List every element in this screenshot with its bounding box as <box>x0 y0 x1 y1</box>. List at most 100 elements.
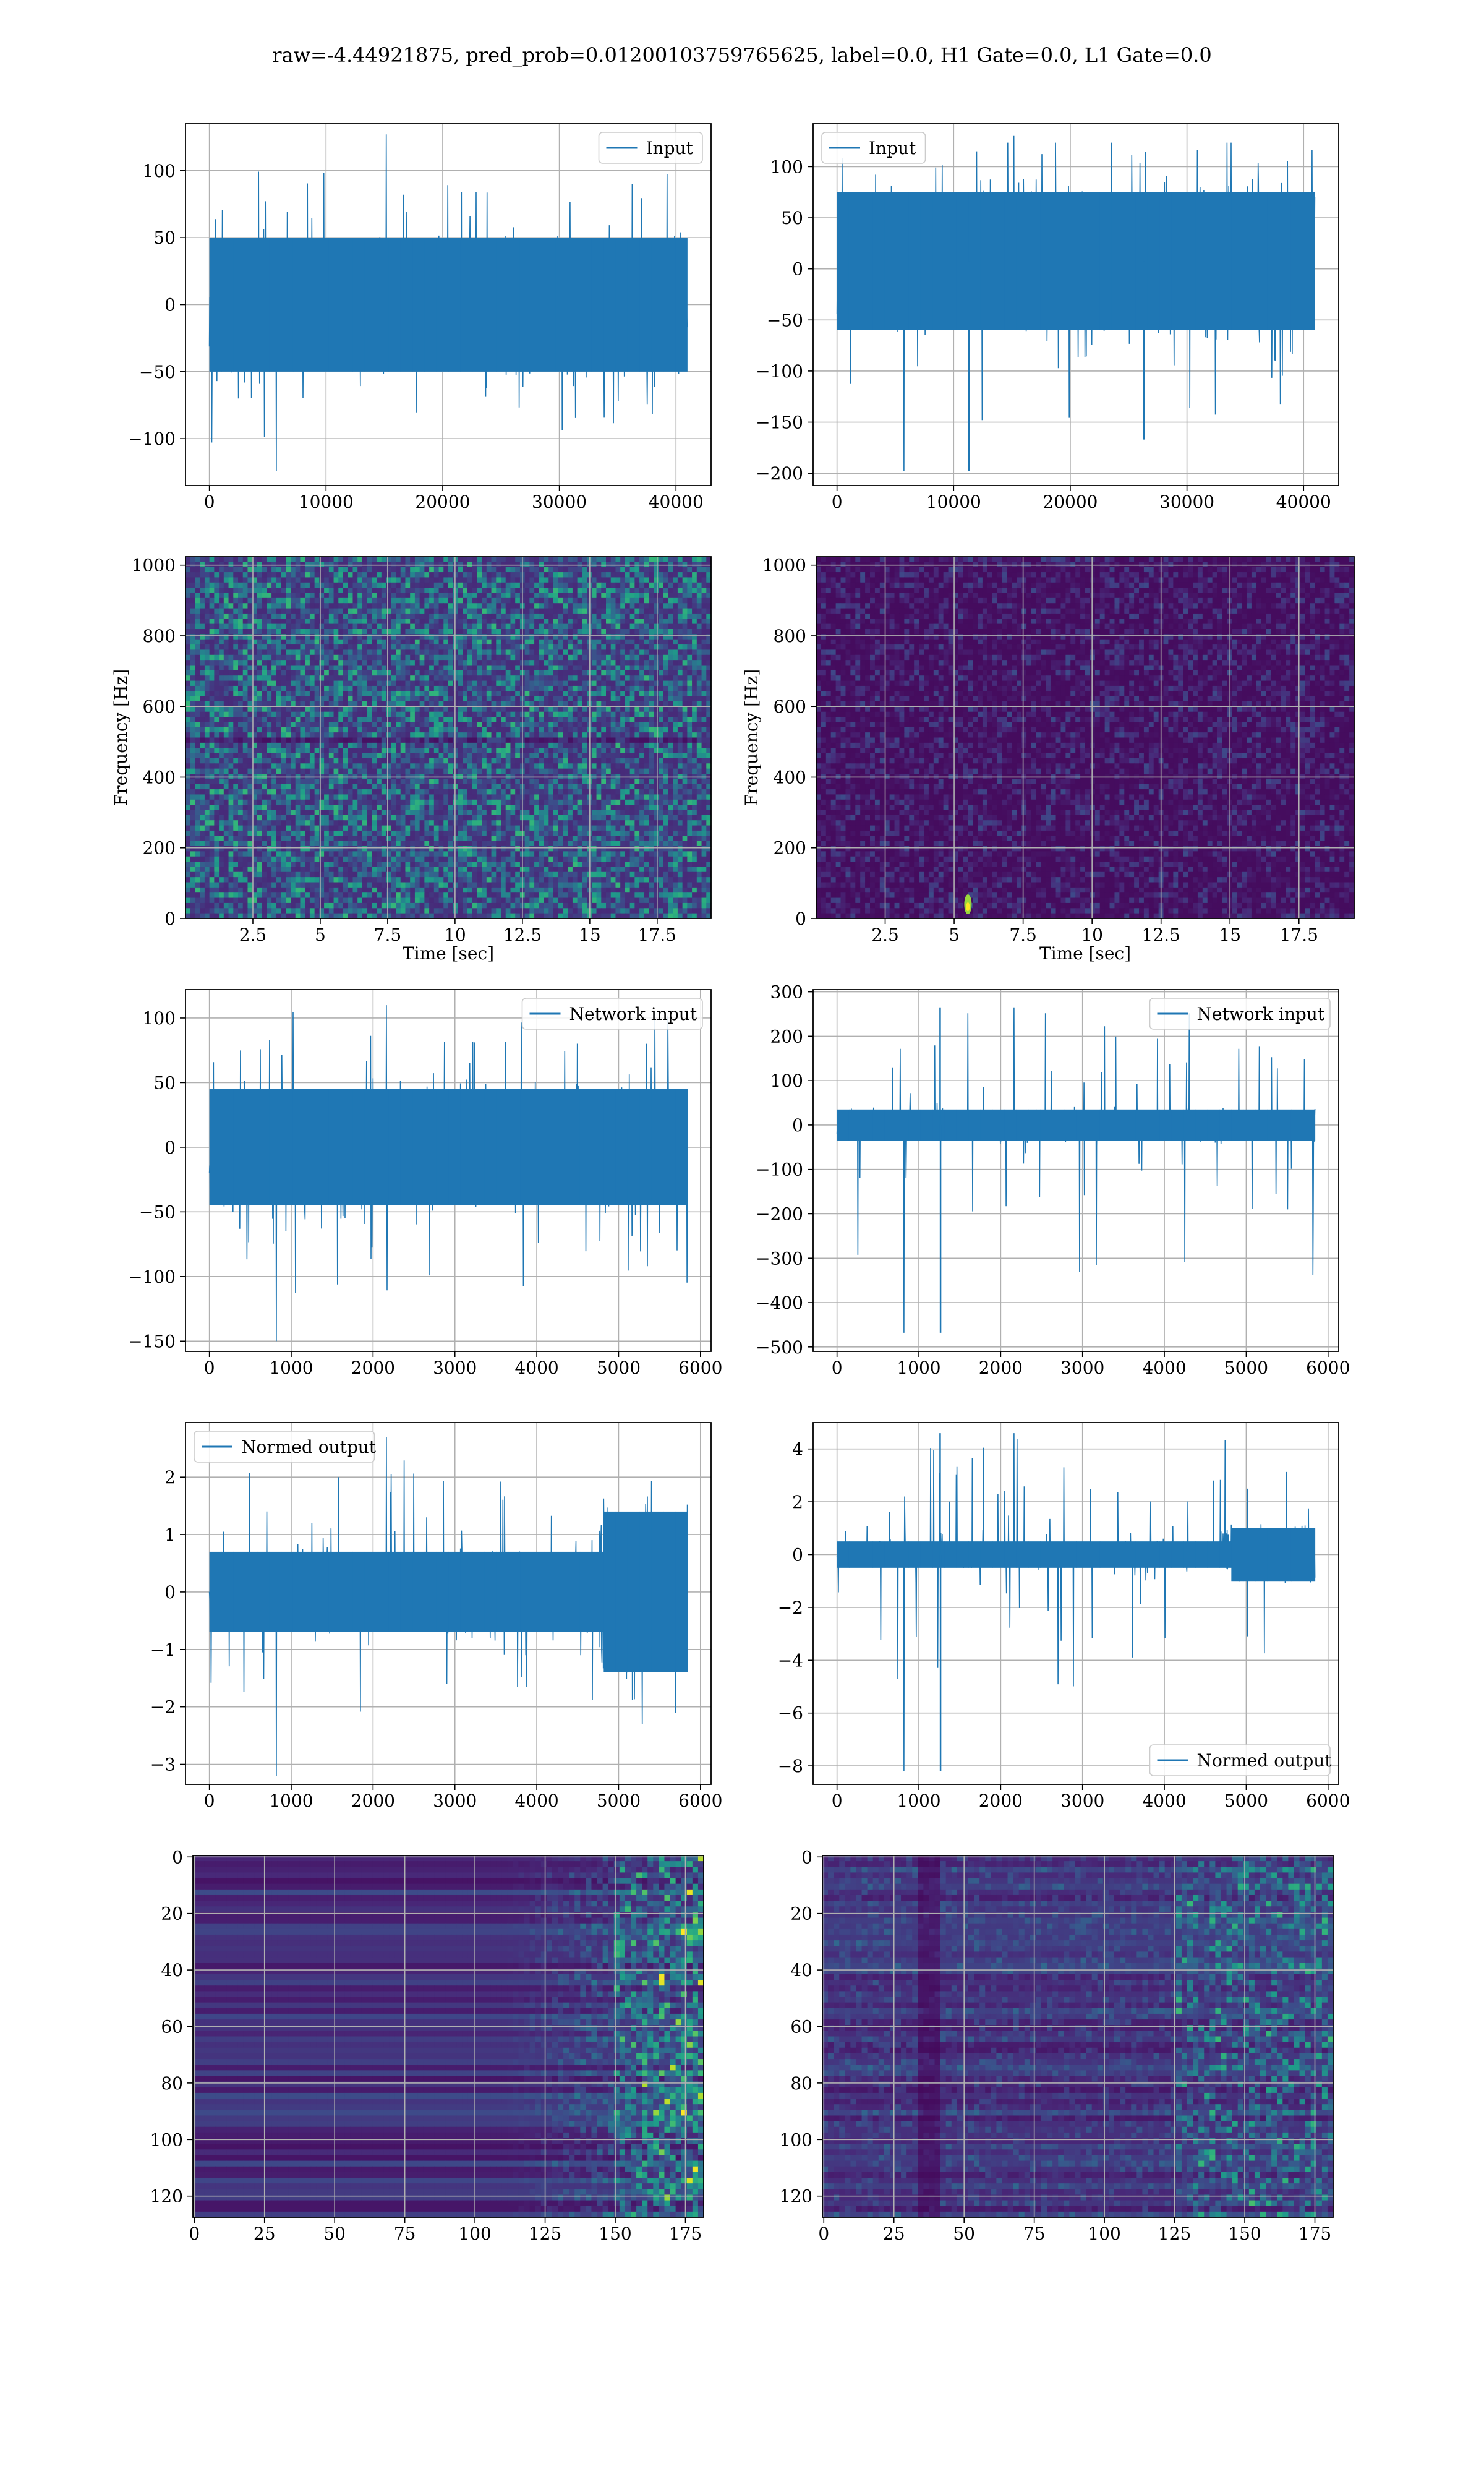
spectrogram-cell <box>200 665 205 671</box>
spectrogram-cell <box>433 753 440 759</box>
spectrogram-cell <box>682 722 688 728</box>
spectrogram-cell <box>577 644 582 651</box>
spectrogram-cell <box>238 665 244 671</box>
spectrogram-cell <box>190 722 196 728</box>
spectrogram-cell <box>204 779 210 785</box>
spectrogram-cell <box>692 582 697 588</box>
spectrogram-cell <box>558 588 564 594</box>
spectrogram-cell <box>443 557 449 562</box>
spectrogram-cell <box>505 588 511 594</box>
spectrogram-cell <box>195 711 200 717</box>
spectrogram-cell <box>529 660 535 666</box>
spectrogram-cell <box>496 660 501 666</box>
spectrogram-cell <box>195 557 200 562</box>
spectrogram-cell <box>687 582 693 588</box>
series-band-segment <box>281 238 294 372</box>
spectrogram-cell <box>606 567 612 573</box>
spectrogram-cell <box>553 727 559 733</box>
spectrogram-cell <box>228 763 234 769</box>
spectrogram-cell <box>659 639 664 645</box>
spectrogram-cell <box>262 680 267 687</box>
spectrogram-cell <box>209 613 215 619</box>
spectrogram-cell <box>438 737 444 743</box>
series-band-segment <box>484 238 497 372</box>
spectrogram-cell <box>252 675 258 682</box>
spectrogram-cell <box>386 634 391 640</box>
spectrogram-cell <box>372 654 377 661</box>
spectrogram-cell <box>601 613 607 619</box>
spectrogram-cell <box>625 567 631 573</box>
spectrogram-cell <box>610 680 616 687</box>
spectrogram-cell <box>200 660 205 666</box>
spectrogram-cell <box>443 680 449 687</box>
spectrogram-cell <box>200 706 205 713</box>
spectrogram-cell <box>386 623 391 630</box>
spectrogram-cell <box>200 675 205 682</box>
spectrogram-cell <box>553 608 559 614</box>
spectrogram-cell <box>252 639 258 645</box>
spectrogram-cell <box>696 717 702 723</box>
spectrogram-cell <box>433 732 440 738</box>
spectrogram-cell <box>186 701 191 707</box>
spectrogram-cell <box>204 685 210 691</box>
spectrogram-cell <box>477 557 482 562</box>
spectrogram-cell <box>601 753 607 759</box>
spectrogram-cell <box>429 665 435 671</box>
spectrogram-cell <box>654 603 659 609</box>
spectrogram-cell <box>491 774 497 779</box>
spectrogram-cell <box>357 717 363 723</box>
spectrogram-cell <box>701 727 707 733</box>
spectrogram-cell <box>601 665 607 671</box>
spectrogram-cell <box>558 572 564 578</box>
spectrogram-cell <box>515 654 521 661</box>
spectrogram-cell <box>262 572 267 578</box>
spectrogram-cell <box>639 639 645 645</box>
spectrogram-cell <box>663 711 669 717</box>
spectrogram-cell <box>377 779 382 785</box>
spectrogram-cell <box>295 691 301 697</box>
spectrogram-cell <box>429 742 435 748</box>
spectrogram-cell <box>443 742 449 748</box>
spectrogram-cell <box>629 629 635 635</box>
spectrogram-cell <box>606 593 612 599</box>
spectrogram-cell <box>195 608 200 614</box>
spectrogram-cell <box>615 737 621 743</box>
spectrogram-cell <box>267 608 272 614</box>
spectrogram-cell <box>214 597 220 604</box>
spectrogram-cell <box>649 639 654 645</box>
spectrogram-cell <box>596 639 602 645</box>
spectrogram-cell <box>548 711 554 717</box>
spectrogram-cell <box>701 593 707 599</box>
y-tick-label: 50 <box>781 208 803 228</box>
spectrogram-cell <box>582 711 587 717</box>
spectrogram-cell <box>529 706 535 713</box>
spectrogram-cell <box>548 618 554 625</box>
spectrogram-cell <box>448 696 454 702</box>
spectrogram-cell <box>524 779 530 785</box>
spectrogram-cell <box>649 711 654 717</box>
spectrogram-cell <box>314 774 320 779</box>
spectrogram-cell <box>271 660 277 666</box>
spectrogram-cell <box>544 768 549 774</box>
spectrogram-cell <box>639 758 645 764</box>
spectrogram-cell <box>362 691 368 697</box>
spectrogram-cell <box>482 742 487 748</box>
spectrogram-cell <box>458 675 463 682</box>
spectrogram-cell <box>529 737 535 743</box>
spectrogram-cell <box>410 763 416 769</box>
spectrogram-cell <box>505 557 511 562</box>
spectrogram-cell <box>615 557 621 562</box>
spectrogram-cell <box>682 717 688 723</box>
spectrogram-cell <box>291 644 296 651</box>
spectrogram-cell <box>663 557 669 562</box>
spectrogram-cell <box>668 701 673 707</box>
spectrogram-cell <box>214 665 220 671</box>
spectrogram-cell <box>400 597 406 604</box>
spectrogram-cell <box>563 748 568 754</box>
spectrogram-cell <box>281 613 286 619</box>
spectrogram-cell <box>510 557 516 562</box>
spectrogram-cell <box>696 582 702 588</box>
spectrogram-cell <box>190 660 196 666</box>
spectrogram-cell <box>438 675 444 682</box>
spectrogram-cell <box>548 562 554 568</box>
